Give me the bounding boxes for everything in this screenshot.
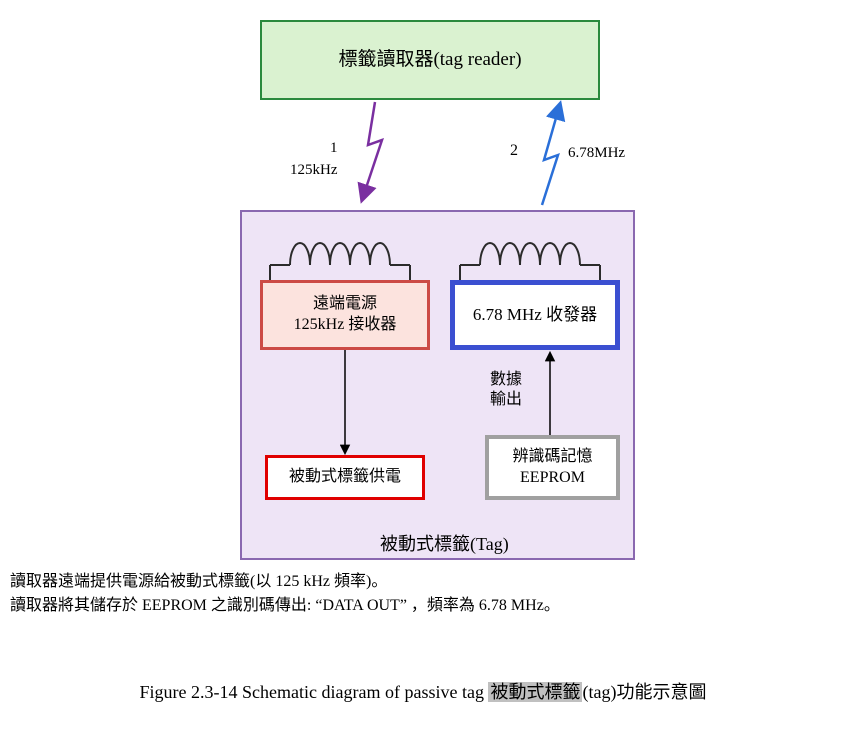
- figure-caption: Figure 2.3-14 Schematic diagram of passi…: [10, 678, 836, 704]
- freq2-label: 6.78MHz: [568, 145, 625, 162]
- freq2-number-label: 2: [510, 142, 518, 160]
- power-box: 被動式標籤供電: [265, 455, 425, 500]
- eeprom-box: 辨識碼記憶EEPROM: [485, 435, 620, 500]
- tag-reader-box: 標籤讀取器(tag reader): [260, 20, 600, 100]
- diagram-canvas: 標籤讀取器(tag reader) 遠端電源125kHz 接收器 6.78 MH…: [10, 10, 836, 560]
- note-line-2: 讀取器將其儲存於 EEPROM 之識別碼傳出: “DATA OUT” ，頻率為 …: [10, 594, 836, 618]
- note-line-1: 讀取器遠端提供電源給被動式標籤(以 125 kHz 頻率)。: [10, 570, 836, 594]
- receiver-label: 遠端電源125kHz 接收器: [294, 294, 397, 336]
- figure-prefix: Figure 2.3-14 Schematic diagram of passi…: [140, 682, 489, 702]
- figure-highlight: 被動式標籤: [488, 682, 582, 702]
- tag-reader-label: 標籤讀取器(tag reader): [338, 48, 521, 73]
- notes-block: 讀取器遠端提供電源給被動式標籤(以 125 kHz 頻率)。 讀取器將其儲存於 …: [10, 570, 836, 618]
- receiver-box: 遠端電源125kHz 接收器: [260, 280, 430, 350]
- passive-tag-label: 被動式標籤(Tag): [380, 530, 509, 556]
- bolt-down-icon: [362, 102, 382, 200]
- transceiver-label: 6.78 MHz 收發器: [473, 304, 597, 326]
- figure-suffix: (tag)功能示意圖: [582, 682, 706, 702]
- power-label: 被動式標籤供電: [289, 467, 401, 488]
- freq1-number-label: 1: [330, 140, 338, 157]
- transceiver-box: 6.78 MHz 收發器: [450, 280, 620, 350]
- data-out-label-2: 輸出: [490, 385, 522, 409]
- eeprom-label: 辨識碼記憶EEPROM: [512, 447, 592, 489]
- bolt-up-icon: [542, 104, 560, 205]
- passive-tag-container: [240, 210, 635, 560]
- freq1-label: 125kHz: [290, 162, 338, 179]
